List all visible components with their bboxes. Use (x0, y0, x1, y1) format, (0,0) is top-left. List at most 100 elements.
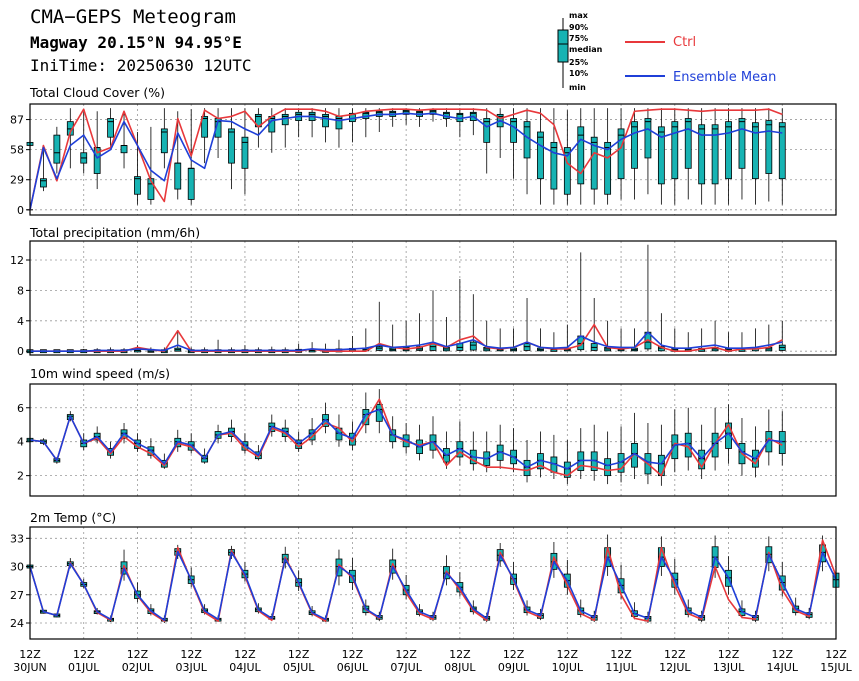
box (590, 136, 598, 190)
box (402, 109, 410, 115)
box (241, 136, 249, 169)
legend-label-2: 75% (569, 34, 588, 43)
y-tick-label: 30 (10, 561, 24, 574)
legend-label-5: 10% (569, 69, 588, 78)
panel-frame (29, 526, 837, 640)
x-hour-label: 12Z (234, 648, 256, 661)
box (523, 459, 531, 477)
x-hour-label: 12Z (449, 648, 471, 661)
x-hour-label: 12Z (610, 648, 632, 661)
box (322, 113, 329, 128)
box (778, 431, 786, 454)
y-tick-label: 0 (17, 204, 24, 217)
box (483, 118, 491, 143)
x-date-label: 11JUL (605, 661, 637, 674)
y-tick-label: 27 (10, 589, 24, 602)
x-hour-label: 12Z (73, 648, 95, 661)
ctrl-line (29, 539, 837, 622)
y-tick-label: 6 (17, 402, 24, 415)
ensemble-mean-line (29, 408, 783, 470)
panel-frame (29, 240, 837, 356)
box (174, 162, 182, 190)
box (631, 121, 638, 169)
legend-label-1: 90% (569, 23, 588, 32)
y-tick-label: 0 (17, 345, 24, 358)
box (752, 122, 759, 180)
box (563, 461, 571, 478)
box (657, 126, 665, 185)
init-time-label: IniTime: 20250630 12UTC (30, 56, 252, 75)
y-tick-label: 2 (17, 470, 24, 483)
box (40, 178, 47, 188)
x-hour-label: 12Z (771, 648, 793, 661)
box (765, 431, 773, 453)
ensemble-mean-line (29, 550, 837, 622)
box (550, 141, 558, 190)
meteogram-header: CMA−GEPS Meteogram Magway 20.15°N 94.95°… (0, 0, 859, 100)
panel-title-1: Total precipitation (mm/6h) (29, 225, 200, 240)
box (563, 147, 571, 195)
page-title: CMA−GEPS Meteogram (30, 6, 236, 28)
box (711, 124, 719, 185)
x-date-label: 04JUL (229, 661, 261, 674)
x-date-label: 13JUL (713, 661, 745, 674)
x-hour-label: 12Z (664, 648, 686, 661)
box (684, 118, 692, 169)
box (375, 403, 383, 422)
legend-ctrl-label: Ctrl (673, 35, 696, 50)
box (778, 122, 786, 180)
ensemble-mean-line (30, 331, 783, 353)
x-date-label: 06JUL (337, 661, 369, 674)
panel-title-0: Total Cloud Cover (%) (29, 85, 165, 100)
box (469, 341, 477, 351)
box (510, 118, 518, 143)
box (684, 432, 692, 458)
x-date-label: 01JUL (68, 661, 100, 674)
box (537, 131, 544, 180)
x-date-label: 03JUL (175, 661, 207, 674)
y-tick-label: 12 (10, 254, 24, 267)
box (711, 432, 719, 458)
x-hour-label: 12Z (557, 648, 579, 661)
panel-title-3: 2m Temp (°C) (30, 510, 116, 525)
x-date-label: 30JUN (13, 661, 47, 674)
ensemble-mean-line (29, 112, 783, 210)
y-tick-label: 33 (10, 532, 24, 545)
location-label: Magway 20.15°N 94.95°E (30, 33, 242, 52)
box (671, 434, 679, 460)
box (644, 118, 652, 159)
box (201, 116, 209, 138)
x-date-label: 07JUL (390, 661, 422, 674)
box (765, 120, 773, 174)
box (160, 128, 168, 154)
x-hour-label: 12Z (180, 648, 202, 661)
x-date-label: 02JUL (122, 661, 154, 674)
y-tick-label: 4 (17, 436, 24, 449)
box (228, 128, 235, 164)
box (53, 134, 61, 164)
panel-frame (29, 103, 837, 216)
box (120, 145, 128, 154)
x-hour-label: 12Z (503, 648, 525, 661)
y-tick-label: 24 (10, 617, 24, 630)
legend-box-upper (557, 29, 569, 45)
x-hour-label: 12Z (825, 648, 847, 661)
box (107, 118, 114, 138)
box (577, 126, 585, 185)
box (187, 167, 195, 200)
x-date-label: 14JUL (767, 661, 799, 674)
box (738, 118, 746, 169)
box (134, 176, 141, 195)
x-date-label: 05JUL (283, 661, 315, 674)
legend-box-lower (557, 43, 569, 63)
box (671, 121, 679, 180)
x-hour-label: 12Z (127, 648, 149, 661)
y-tick-label: 87 (10, 114, 24, 127)
box (725, 121, 732, 180)
box (698, 124, 706, 185)
y-tick-label: 4 (17, 315, 24, 328)
y-tick-label: 29 (10, 174, 24, 187)
y-tick-label: 58 (10, 144, 24, 157)
legend-label-6: min (569, 83, 586, 92)
